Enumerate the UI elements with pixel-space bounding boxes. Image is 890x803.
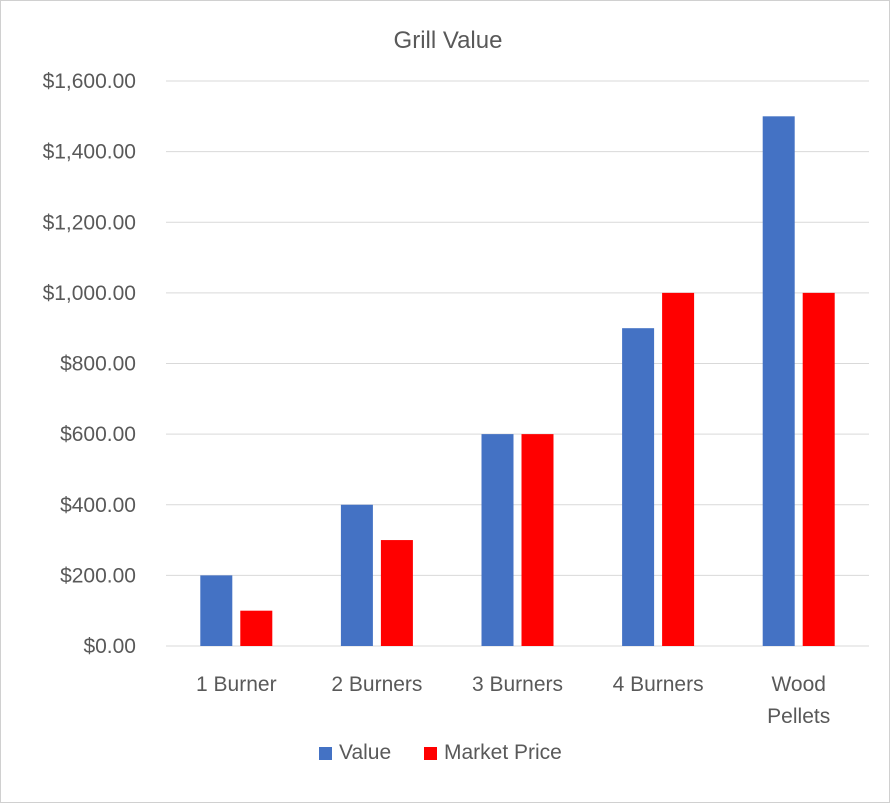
- legend-label: Value: [339, 741, 391, 764]
- chart-title: Grill Value: [394, 27, 503, 54]
- x-category-label: 4 Burners: [613, 673, 704, 696]
- gridlines: [166, 80, 869, 647]
- legend: Value Market Price: [319, 741, 562, 764]
- bar-value: [622, 328, 655, 646]
- y-tick-label: $800.00: [60, 353, 136, 376]
- x-axis-category-labels: 1 Burner 2 Burners 3 Burners 4 Burners Wood P…: [196, 673, 830, 728]
- bar-value: [762, 116, 795, 646]
- y-tick-label: $1,200.00: [43, 211, 136, 234]
- y-axis-tick-labels: $0.00 $200.00 $400.00 $600.00 $800.00 $1,000.…: [43, 70, 136, 658]
- bar-market-price: [521, 434, 554, 646]
- legend-label: Market Price: [444, 741, 562, 764]
- y-tick-label: $200.00: [60, 564, 136, 587]
- y-tick-label: $1,000.00: [43, 282, 136, 305]
- x-category-label: 3 Burners: [472, 673, 563, 696]
- x-category-label: 2 Burners: [331, 673, 422, 696]
- legend-swatch: [319, 747, 332, 760]
- bar-market-price: [802, 292, 835, 646]
- y-tick-label: $1,600.00: [43, 70, 136, 93]
- bars: [200, 116, 835, 646]
- bar-value: [481, 434, 514, 646]
- bar-value: [340, 504, 373, 646]
- bar-value: [200, 575, 233, 646]
- y-tick-label: $600.00: [60, 423, 136, 446]
- x-category-label: 1 Burner: [196, 673, 277, 696]
- y-tick-label: $0.00: [83, 635, 136, 658]
- y-tick-label: $1,400.00: [43, 141, 136, 164]
- bar-market-price: [380, 540, 413, 646]
- y-tick-label: $400.00: [60, 494, 136, 517]
- bar-market-price: [240, 610, 273, 646]
- x-category-label: Wood Pellets: [767, 673, 830, 728]
- legend-swatch: [424, 747, 437, 760]
- bar-market-price: [662, 292, 695, 646]
